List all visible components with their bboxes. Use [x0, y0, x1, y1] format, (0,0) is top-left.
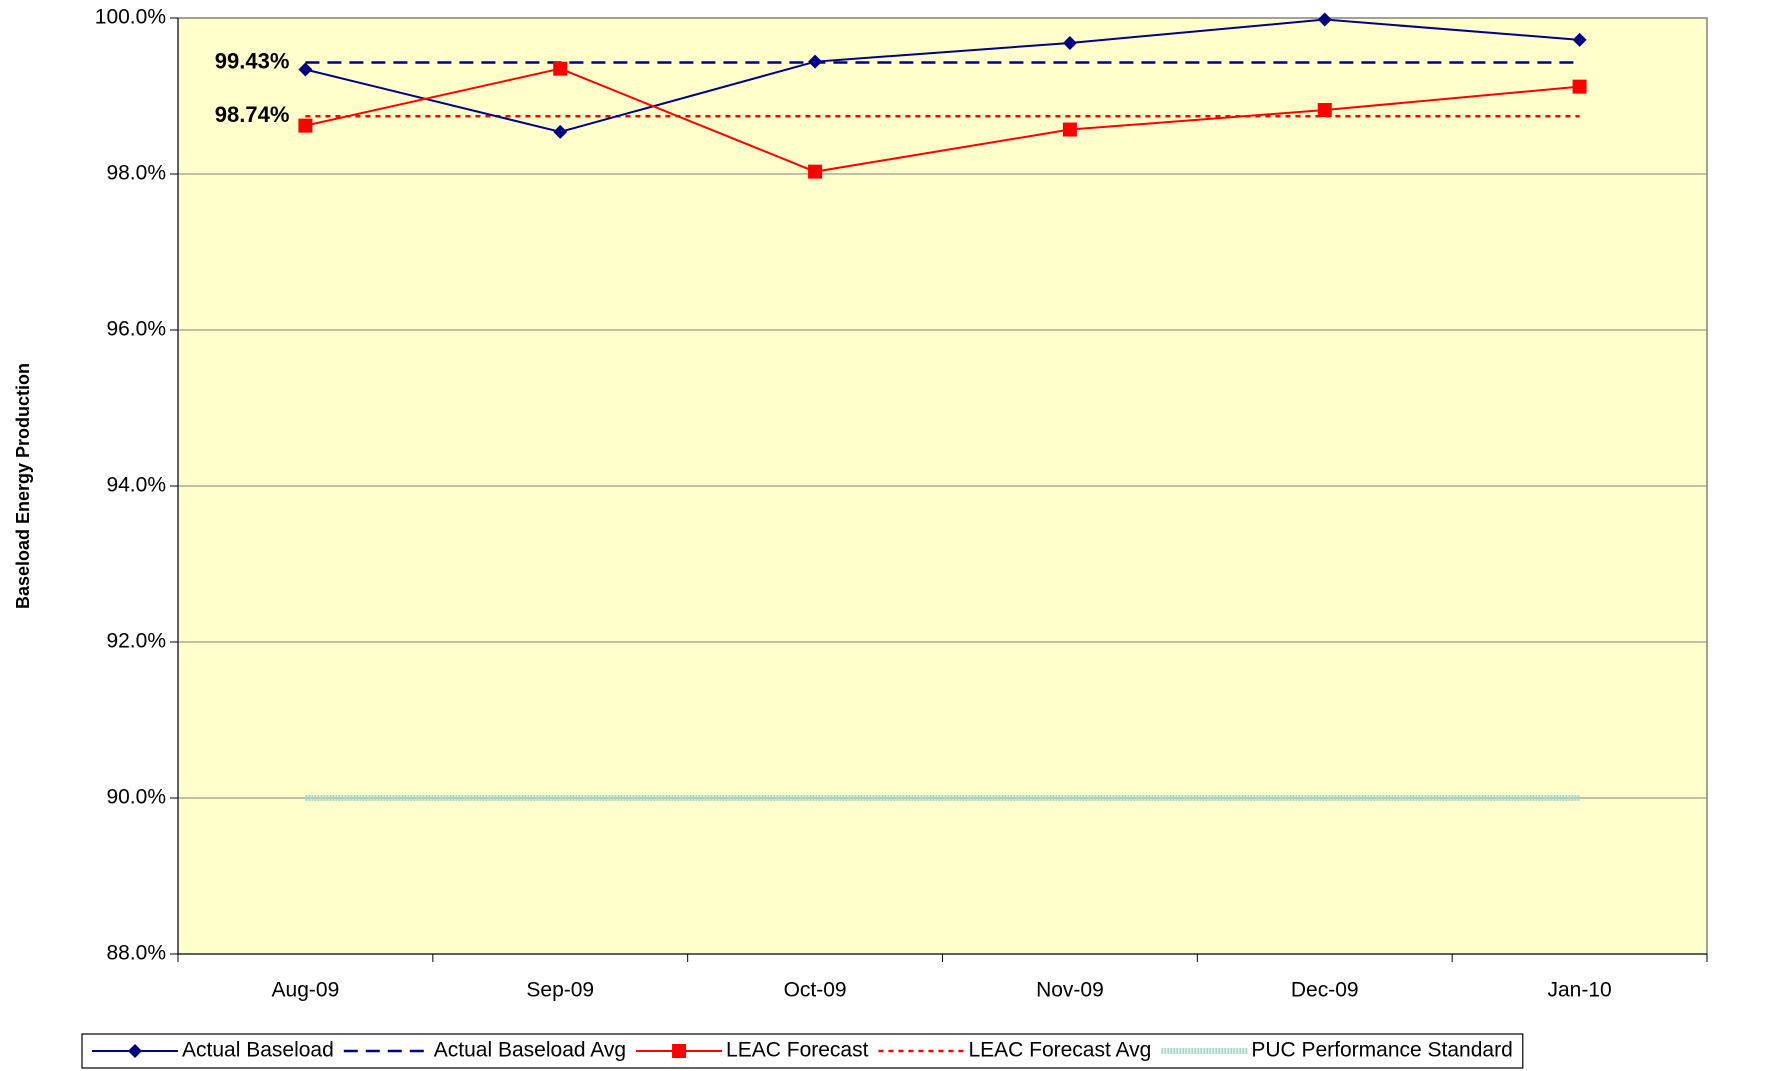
y-tick-label: 94.0% [106, 474, 166, 497]
x-tick-label: Sep-09 [526, 979, 594, 1002]
y-tick-label: 88.0% [106, 942, 166, 965]
x-tick-label: Aug-09 [272, 979, 340, 1002]
legend-label: LEAC Forecast [726, 1039, 869, 1062]
y-tick-label: 96.0% [106, 318, 166, 341]
x-tick-label: Jan-10 [1547, 979, 1611, 1002]
point [128, 1044, 142, 1058]
legend: Actual Baseload Actual Baseload Avg LEAC F… [81, 1033, 1524, 1069]
point [553, 124, 568, 139]
point [298, 118, 313, 133]
point [298, 62, 313, 77]
point [1062, 122, 1077, 137]
y-tick-label: 92.0% [106, 630, 166, 653]
x-tick-label: Nov-09 [1036, 979, 1104, 1002]
x-tick-label: Oct-09 [784, 979, 847, 1002]
series-line [305, 18, 1580, 133]
point [1317, 12, 1332, 27]
point [1317, 103, 1332, 118]
value-label: 98.74% [215, 102, 290, 127]
legend-box [81, 1033, 1524, 1069]
legend-label: LEAC Forecast Avg [968, 1039, 1151, 1062]
legend-label: Actual Baseload Avg [434, 1039, 626, 1062]
point [808, 54, 823, 69]
x-tick-label: Dec-09 [1291, 979, 1359, 1002]
y-tick-label: 100.0% [95, 6, 166, 29]
point [1572, 79, 1587, 94]
y-tick-label: 98.0% [106, 162, 166, 185]
legend-label: Actual Baseload [182, 1039, 334, 1062]
series-line [305, 67, 1580, 173]
legend-label: PUC Performance Standard [1251, 1039, 1512, 1062]
point [1062, 35, 1077, 50]
point [1572, 32, 1587, 47]
point [553, 61, 568, 76]
y-axis-title: Baseload Energy Production [13, 363, 33, 609]
value-label: 99.43% [215, 48, 290, 73]
point [808, 164, 823, 179]
point [672, 1044, 687, 1058]
y-tick-label: 90.0% [106, 786, 166, 809]
